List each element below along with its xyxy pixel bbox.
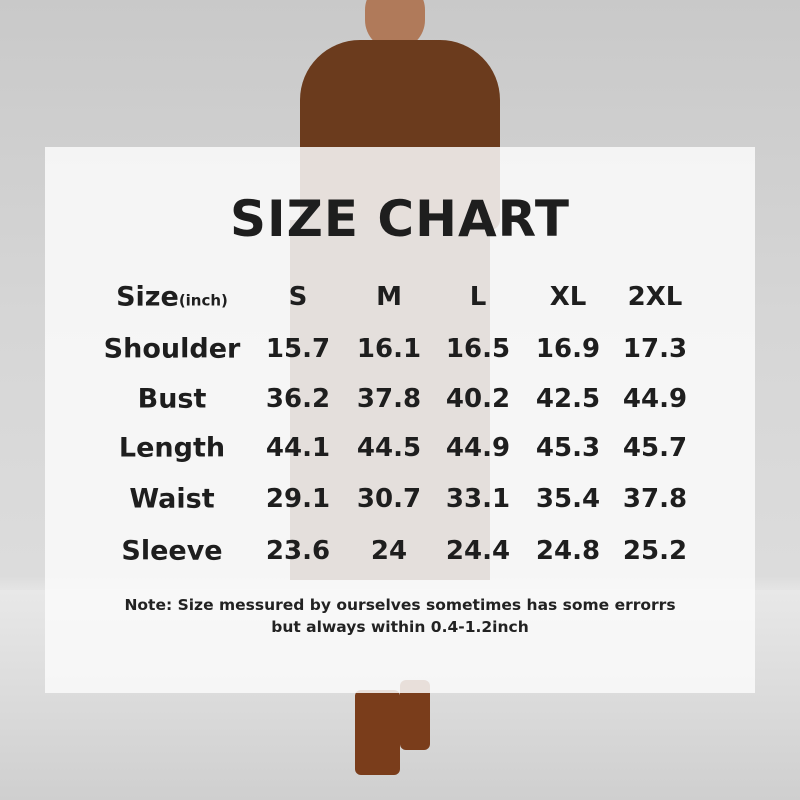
note-line-1: Note: Size messured by ourselves sometim… — [124, 596, 676, 614]
size-note: Note: Size messured by ourselves sometim… — [0, 594, 800, 638]
size-column-header: S — [288, 282, 308, 312]
size-column-header: 2XL — [627, 282, 683, 312]
measurement-cell: 17.3 — [622, 334, 688, 364]
measurement-cell: 35.4 — [535, 484, 601, 514]
row-label: Length — [118, 432, 226, 464]
measurement-cell: 36.2 — [265, 384, 331, 414]
measurement-cell: 37.8 — [622, 484, 688, 514]
measurement-cell: 29.1 — [265, 484, 331, 514]
measurement-cell: 45.7 — [622, 433, 688, 463]
row-label: Sleeve — [121, 535, 223, 567]
row-label: Waist — [129, 483, 215, 515]
note-line-2: but always within 0.4-1.2inch — [271, 618, 529, 636]
measurement-cell: 44.1 — [265, 433, 331, 463]
measurement-cell: 44.5 — [356, 433, 422, 463]
measurement-cell: 16.9 — [535, 334, 601, 364]
row-label: Bust — [137, 383, 207, 415]
size-column-header: XL — [549, 282, 587, 312]
size-chart-panel — [45, 147, 755, 693]
boot — [355, 690, 400, 775]
measurement-cell: 16.5 — [445, 334, 511, 364]
measurement-cell: 44.9 — [622, 384, 688, 414]
size-column-header: M — [376, 282, 402, 312]
size-header-unit: (inch) — [178, 291, 228, 310]
measurement-cell: 30.7 — [356, 484, 422, 514]
measurement-cell: 40.2 — [445, 384, 511, 414]
row-label: Shoulder — [103, 333, 241, 365]
size-chart-title: SIZE CHART — [229, 190, 571, 248]
measurement-cell: 45.3 — [535, 433, 601, 463]
measurement-cell: 37.8 — [356, 384, 422, 414]
measurement-cell: 23.6 — [265, 536, 331, 566]
measurement-cell: 42.5 — [535, 384, 601, 414]
size-header-label: Size — [116, 281, 179, 313]
measurement-cell: 25.2 — [622, 536, 688, 566]
measurement-cell: 16.1 — [356, 334, 422, 364]
size-header: Size(inch) — [116, 282, 228, 313]
measurement-cell: 33.1 — [445, 484, 511, 514]
measurement-cell: 24 — [370, 536, 408, 566]
measurement-cell: 24.8 — [535, 536, 601, 566]
measurement-cell: 15.7 — [265, 334, 331, 364]
measurement-cell: 44.9 — [445, 433, 511, 463]
measurement-cell: 24.4 — [445, 536, 511, 566]
size-column-header: L — [469, 282, 487, 312]
